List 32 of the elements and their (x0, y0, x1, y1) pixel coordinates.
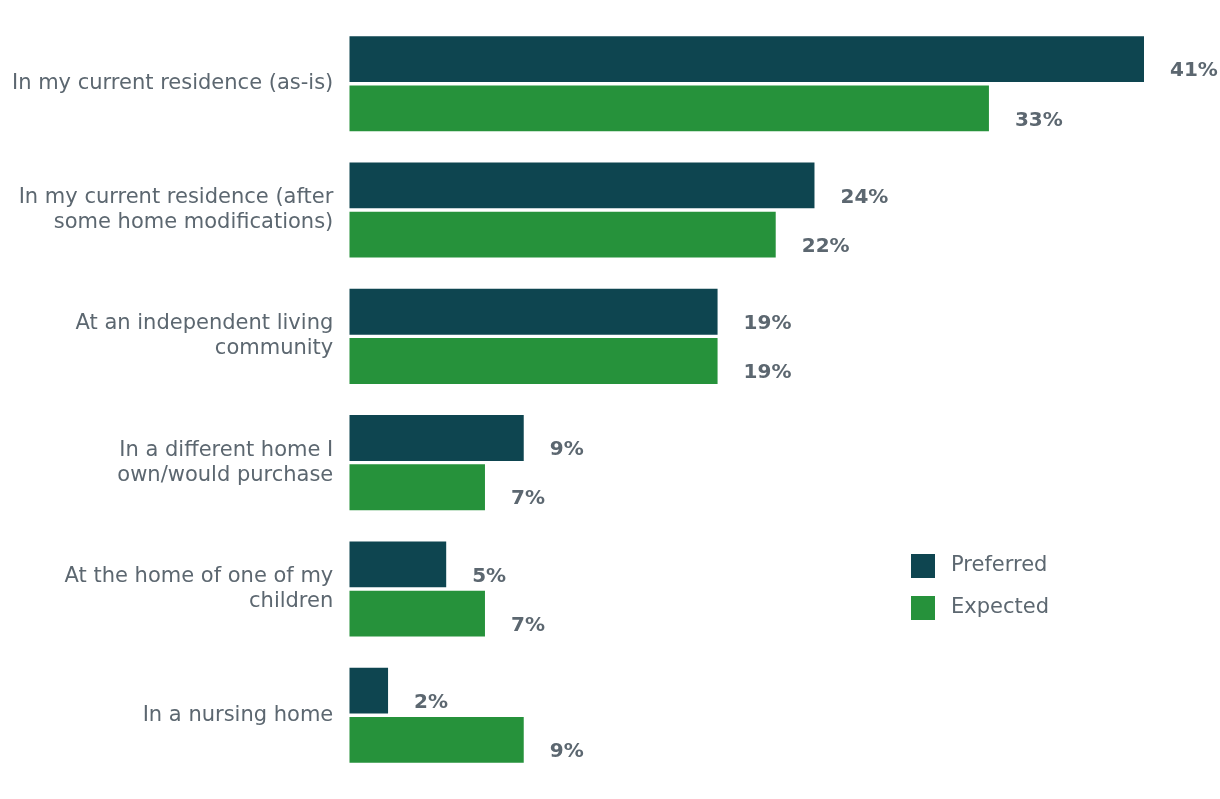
bar (349, 667, 389, 714)
bar (349, 36, 1144, 83)
y-tick-label: In a nursing home (142, 701, 334, 726)
bar (349, 338, 718, 384)
data-label: 2% (414, 688, 449, 713)
y-tick-label: At an independent living community (75, 310, 334, 360)
bar (349, 541, 447, 588)
data-label: 5% (472, 562, 507, 587)
bar (349, 162, 815, 209)
data-label: 7% (510, 485, 545, 510)
y-tick-label: In my current residence (as-is) (11, 70, 334, 95)
data-label: 22% (801, 232, 850, 257)
legend-label: Preferred (951, 552, 1048, 577)
bar (349, 211, 776, 258)
y-tick-label: In my current residence (after some home modifications) (18, 183, 334, 234)
bar (349, 716, 524, 763)
data-label: 9% (549, 436, 584, 461)
legend-label: Expected (951, 594, 1049, 619)
data-label: 19% (743, 359, 792, 384)
bar (349, 85, 989, 132)
y-tick-label: At the home of one of my children (64, 562, 334, 612)
bar (349, 464, 485, 511)
bar (349, 288, 718, 335)
bar (349, 590, 485, 637)
bar (349, 415, 524, 461)
data-label: 41% (1170, 57, 1218, 82)
data-label: 7% (510, 611, 545, 636)
data-label: 33% (1014, 106, 1063, 131)
y-tick-label: In a different home I own/would purchase (117, 436, 334, 486)
data-label: 19% (743, 309, 792, 334)
data-label: 24% (840, 183, 889, 208)
data-label: 9% (549, 738, 584, 763)
